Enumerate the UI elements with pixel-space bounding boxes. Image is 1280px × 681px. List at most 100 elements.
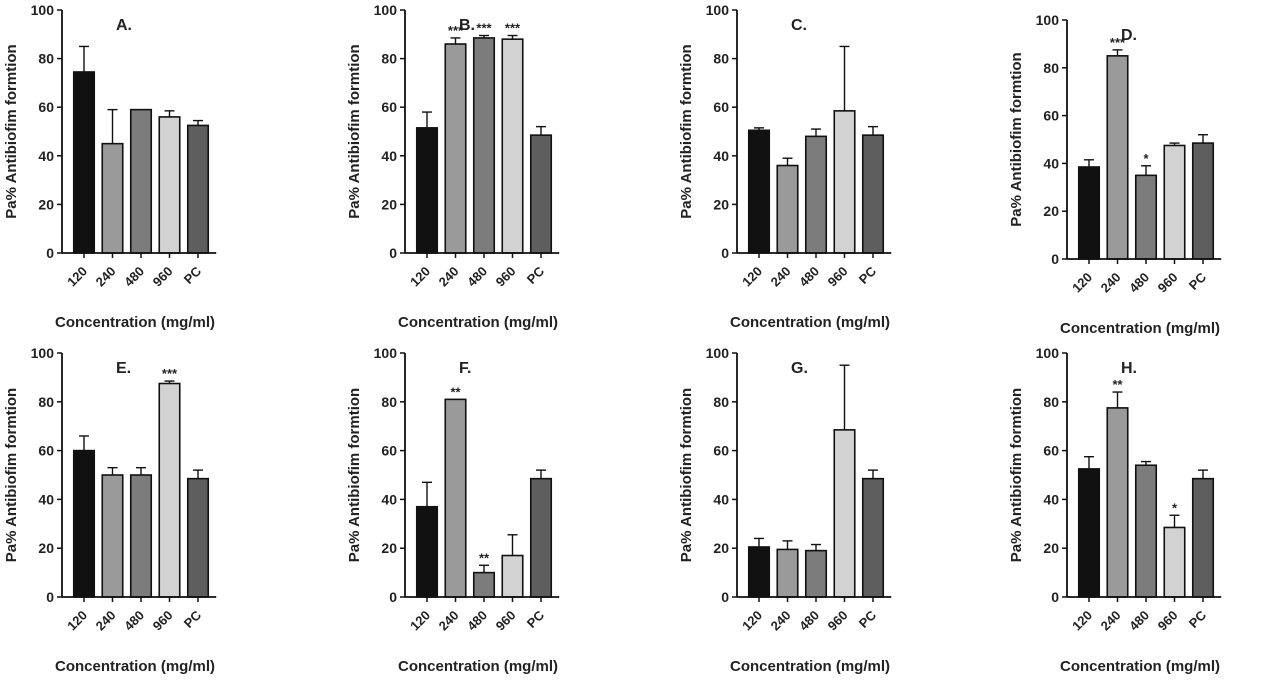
error-bar-PC [868, 469, 878, 479]
y-tick-label: 20 [713, 540, 729, 556]
bar-240 [776, 548, 799, 598]
bar-240 [1106, 407, 1129, 598]
bar-120 [1077, 468, 1101, 598]
bar-960 [501, 38, 524, 254]
significance-mark-960: * [1172, 500, 1178, 515]
error-bar-240 [1112, 391, 1123, 408]
x-tick-label: PC [856, 263, 880, 287]
bar-960 [1163, 144, 1186, 260]
axes [61, 10, 217, 254]
error-bar-960 [1169, 514, 1180, 528]
error-bar-PC [193, 119, 203, 126]
x-tick-label: 240 [1098, 608, 1124, 634]
y-tick-label: 60 [1043, 108, 1059, 124]
y-tick-label: 0 [721, 589, 729, 605]
bar-120 [1077, 166, 1101, 260]
bar-PC [861, 477, 885, 598]
error-bar-120 [422, 481, 432, 507]
x-tick-label: 960 [150, 608, 176, 634]
bar-240 [101, 474, 124, 598]
y-tick-label: 0 [721, 245, 729, 261]
significance-mark-480: *** [476, 21, 492, 36]
y-tick-label: 20 [1043, 203, 1059, 219]
error-bar-120 [422, 111, 432, 128]
x-tick-label: PC [181, 263, 205, 287]
axes [404, 353, 560, 598]
y-tick-label: 40 [38, 148, 54, 164]
bar-240 [444, 398, 467, 598]
axes [1066, 20, 1222, 260]
error-bar-960 [1169, 142, 1180, 146]
y-tick-label: 80 [713, 394, 729, 410]
x-tick-label: 480 [1126, 608, 1152, 634]
y-axis-title: Pa% Antibiofim formtion [678, 388, 695, 562]
bar-480 [129, 108, 153, 254]
y-tick-label: 20 [713, 196, 729, 212]
bar-PC [1191, 142, 1215, 260]
x-tick-label: 960 [150, 264, 176, 290]
panel-letter: A. [116, 17, 132, 34]
y-tick-label: 20 [38, 540, 54, 556]
y-tick-label: 40 [1043, 155, 1059, 171]
x-tick-label: 120 [407, 608, 433, 634]
y-tick-label: 40 [1043, 491, 1059, 507]
bar-480 [1134, 464, 1158, 598]
x-tick-label: 480 [464, 608, 490, 634]
y-tick-label: 100 [31, 345, 55, 361]
y-tick-label: 60 [381, 99, 397, 115]
y-tick-label: 100 [374, 345, 398, 361]
significance-mark-480: ** [479, 550, 490, 565]
chart-panel-5: 120 240 480 *** 960 PC 0 20 40 60 80 100 E. Pa% Antib… [3, 345, 217, 675]
error-bar-960 [164, 110, 175, 117]
x-tick-label: PC [181, 607, 205, 631]
bar-960 [158, 382, 181, 598]
axes [736, 10, 892, 254]
x-tick-label: 120 [739, 264, 765, 290]
significance-mark-240: ** [1112, 377, 1123, 392]
y-axis-title: Pa% Antibiofim formtion [678, 44, 695, 218]
chart-panel-2: 120 *** 240 *** 480 *** 960 PC 0 20 40 60 80 100 B. Pa%… [346, 2, 560, 331]
x-tick-label: 480 [796, 608, 822, 634]
x-tick-label: 240 [93, 264, 119, 290]
y-axis-title: Pa% Antibiofim formtion [1008, 388, 1025, 562]
error-bar-960 [839, 364, 850, 430]
bar-PC [186, 124, 210, 254]
y-tick-label: 60 [713, 443, 729, 459]
x-tick-label: 240 [436, 264, 462, 290]
x-tick-label: 480 [121, 264, 147, 290]
bar-480 [804, 549, 828, 598]
error-bar-480 [811, 128, 821, 137]
error-bar-480 [1141, 460, 1151, 466]
significance-mark-480: * [1143, 151, 1149, 166]
x-tick-label: 480 [464, 264, 490, 290]
y-tick-label: 80 [38, 51, 54, 67]
chart-panel-8: 120 ** 240 480 * 960 PC 0 20 40 60 80 100 H. Pa% Antib… [1008, 345, 1222, 675]
x-axis-title: Concentration (mg/ml) [730, 314, 890, 331]
y-tick-label: 40 [713, 491, 729, 507]
x-axis-title: Concentration (mg/ml) [1060, 320, 1220, 337]
bar-480 [1134, 174, 1158, 260]
error-bar-240 [1112, 49, 1123, 56]
bar-120 [747, 546, 771, 598]
x-tick-label: 960 [825, 264, 851, 290]
y-tick-label: 40 [381, 148, 397, 164]
x-tick-label: 120 [1069, 270, 1095, 296]
bar-PC [529, 477, 553, 598]
x-axis-title: Concentration (mg/ml) [398, 314, 558, 331]
bar-960 [501, 554, 524, 598]
y-tick-label: 40 [381, 491, 397, 507]
y-tick-label: 0 [46, 245, 54, 261]
y-tick-label: 100 [31, 2, 55, 18]
error-bar-120 [1084, 159, 1094, 167]
y-tick-label: 100 [706, 2, 730, 18]
x-tick-label: PC [1186, 269, 1210, 293]
significance-mark-960: *** [162, 366, 178, 381]
y-tick-label: 100 [706, 345, 730, 361]
error-bar-120 [79, 435, 89, 451]
y-tick-label: 40 [713, 148, 729, 164]
y-axis-title: Pa% Antibiofim formtion [3, 388, 20, 562]
bar-240 [776, 164, 799, 254]
axes [1066, 353, 1222, 598]
bar-120 [415, 505, 439, 598]
error-bar-240 [107, 108, 118, 144]
